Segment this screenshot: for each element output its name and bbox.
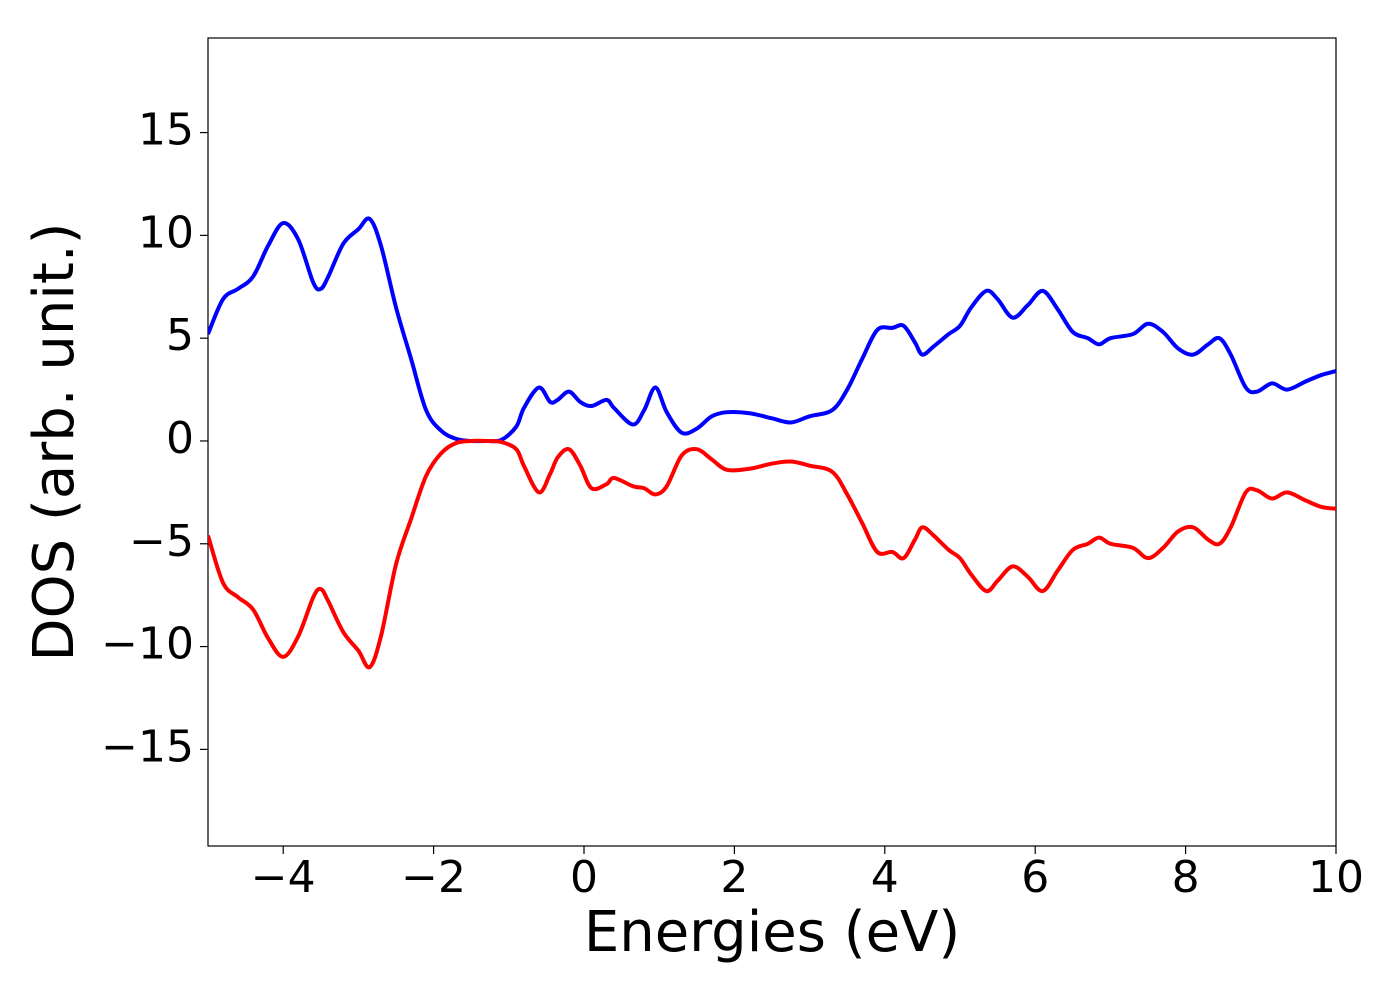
y-tick-label: 10 [138, 207, 194, 258]
y-axis-label: DOS (arb. unit.) [22, 222, 87, 661]
x-tick-label: 6 [1021, 852, 1049, 903]
x-tick-label: −2 [401, 852, 466, 903]
x-tick-label: 10 [1308, 852, 1364, 903]
y-tick-label: −15 [101, 721, 194, 772]
line-series [208, 438, 1336, 670]
x-tick-label: 0 [570, 852, 598, 903]
x-tick-label: −4 [251, 852, 316, 903]
x-tick-label: 8 [1172, 852, 1200, 903]
y-tick-label: 5 [166, 310, 194, 361]
line-series [208, 216, 1336, 444]
plot-frame [207, 37, 1337, 847]
x-tick-label: 2 [720, 852, 748, 903]
x-tick-label: 4 [871, 852, 899, 903]
y-tick-label: −10 [101, 619, 194, 670]
x-axis-label: Energies (eV) [584, 900, 960, 965]
y-tick-label: 15 [138, 105, 194, 156]
y-tick-label: −5 [129, 516, 194, 567]
y-tick-label: 0 [166, 413, 194, 464]
